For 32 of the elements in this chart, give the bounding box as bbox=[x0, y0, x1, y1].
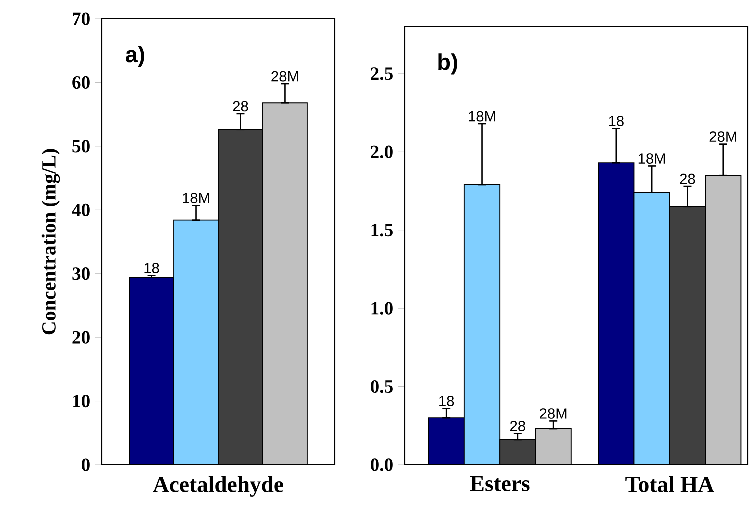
y-tick-label: 40 bbox=[72, 204, 90, 216]
x-tick-label: Esters bbox=[470, 476, 530, 492]
text: 28M bbox=[710, 132, 736, 142]
y-tick-label: 60 bbox=[72, 76, 90, 90]
y-tick-label: 1.0 bbox=[372, 302, 393, 315]
series-label: 28 bbox=[510, 421, 526, 432]
series-label: 18M bbox=[638, 154, 666, 164]
series-label: 28 bbox=[233, 101, 248, 112]
x-tick-label: Acetaldehyde bbox=[153, 476, 284, 497]
y-tick-label: 30 bbox=[72, 268, 90, 280]
y-tick-label: 0.5 bbox=[371, 380, 393, 394]
series-label: 28M bbox=[272, 71, 298, 82]
y-tick-label: 2.0 bbox=[371, 146, 393, 158]
series-label: 18M bbox=[183, 193, 210, 204]
y-tick-label: 0.0 bbox=[371, 458, 393, 472]
y-tick-label: 1.5 bbox=[372, 224, 393, 237]
y-tick-label: 2.5 bbox=[371, 68, 393, 80]
y-tick-label: 10 bbox=[73, 394, 90, 408]
series-label: 18 bbox=[440, 396, 454, 406]
y-tick-label: 50 bbox=[72, 140, 90, 153]
text: 28 bbox=[680, 174, 696, 184]
text: 18 bbox=[609, 116, 624, 126]
y-tick-label: 70 bbox=[73, 12, 90, 26]
y-axis-title: Concentration (mg/L) bbox=[42, 149, 60, 335]
x-tick-label: Total HA bbox=[626, 476, 714, 492]
text: 18M bbox=[469, 111, 496, 122]
series-label: 28M bbox=[540, 408, 567, 419]
y-tick-label: 0 bbox=[82, 458, 90, 472]
series-label: 18 bbox=[144, 263, 160, 274]
y-tick-label: 20 bbox=[72, 331, 90, 344]
annotation: a) bbox=[126, 46, 144, 68]
annotation: b) bbox=[438, 54, 458, 75]
